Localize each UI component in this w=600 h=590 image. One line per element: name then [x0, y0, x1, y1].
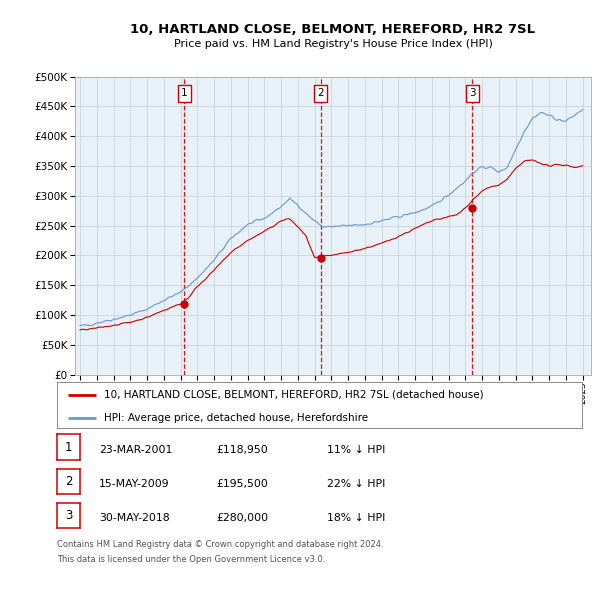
Text: 11% ↓ HPI: 11% ↓ HPI [327, 445, 385, 455]
Text: 1: 1 [65, 441, 72, 454]
Text: 3: 3 [65, 509, 72, 522]
Text: 2: 2 [317, 88, 324, 99]
Text: Price paid vs. HM Land Registry's House Price Index (HPI): Price paid vs. HM Land Registry's House … [173, 40, 493, 49]
Text: £195,500: £195,500 [216, 479, 268, 489]
Text: 10, HARTLAND CLOSE, BELMONT, HEREFORD, HR2 7SL (detached house): 10, HARTLAND CLOSE, BELMONT, HEREFORD, H… [104, 389, 484, 399]
Text: £280,000: £280,000 [216, 513, 268, 523]
Text: Contains HM Land Registry data © Crown copyright and database right 2024.: Contains HM Land Registry data © Crown c… [57, 540, 383, 549]
Text: This data is licensed under the Open Government Licence v3.0.: This data is licensed under the Open Gov… [57, 555, 325, 563]
Text: 15-MAY-2009: 15-MAY-2009 [99, 479, 170, 489]
Text: 18% ↓ HPI: 18% ↓ HPI [327, 513, 385, 523]
Text: 2: 2 [65, 475, 72, 488]
Text: 30-MAY-2018: 30-MAY-2018 [99, 513, 170, 523]
Text: 3: 3 [469, 88, 476, 99]
Text: 23-MAR-2001: 23-MAR-2001 [99, 445, 172, 455]
Text: £118,950: £118,950 [216, 445, 268, 455]
Text: 22% ↓ HPI: 22% ↓ HPI [327, 479, 385, 489]
Text: 1: 1 [181, 88, 188, 99]
Text: HPI: Average price, detached house, Herefordshire: HPI: Average price, detached house, Here… [104, 412, 368, 422]
Text: 10, HARTLAND CLOSE, BELMONT, HEREFORD, HR2 7SL: 10, HARTLAND CLOSE, BELMONT, HEREFORD, H… [130, 23, 536, 36]
